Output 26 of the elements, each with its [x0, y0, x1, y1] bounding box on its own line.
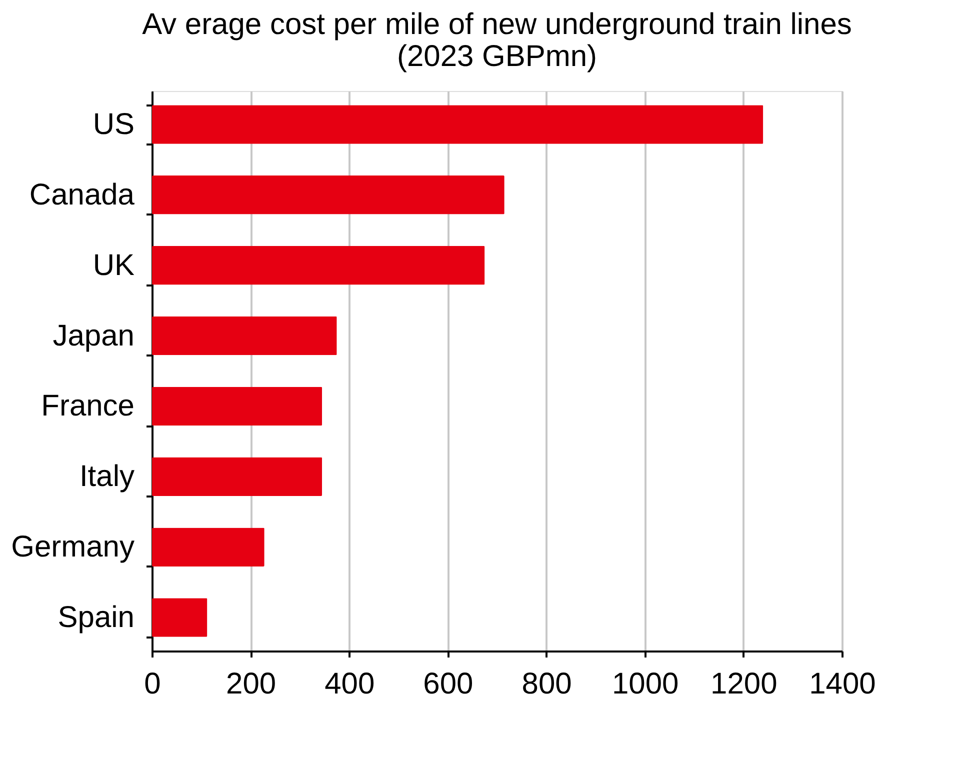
x-tick-label: 200 [226, 668, 276, 700]
y-tick-label: France [41, 390, 134, 423]
x-tick-label: 1000 [612, 668, 679, 700]
bar [152, 598, 208, 637]
bar [152, 105, 764, 144]
x-tick-label: 0 [144, 668, 161, 700]
text: Av erage cost per mile of new underground train lines [142, 8, 852, 41]
x-tick-label: 600 [423, 668, 474, 700]
bar [152, 246, 485, 285]
bar [152, 457, 322, 496]
bar [152, 316, 337, 356]
bar [152, 528, 264, 566]
y-tick-label: US [92, 108, 134, 141]
y-tick-label: Canada [29, 178, 135, 212]
y-tick-label: UK [92, 248, 134, 282]
x-tick-label: 1400 [809, 668, 876, 700]
bar [152, 386, 322, 426]
y-tick-label: Japan [52, 319, 134, 352]
y-tick-label: Italy [79, 460, 134, 494]
bar [152, 176, 504, 214]
text: (2023 GBPmn) [396, 40, 598, 73]
x-tick-label: 1200 [710, 668, 778, 700]
x-tick-label: 400 [324, 668, 375, 700]
x-tick-label: 800 [522, 668, 572, 700]
y-tick-label: Spain [58, 601, 134, 634]
y-tick-label: Germany [11, 530, 134, 564]
